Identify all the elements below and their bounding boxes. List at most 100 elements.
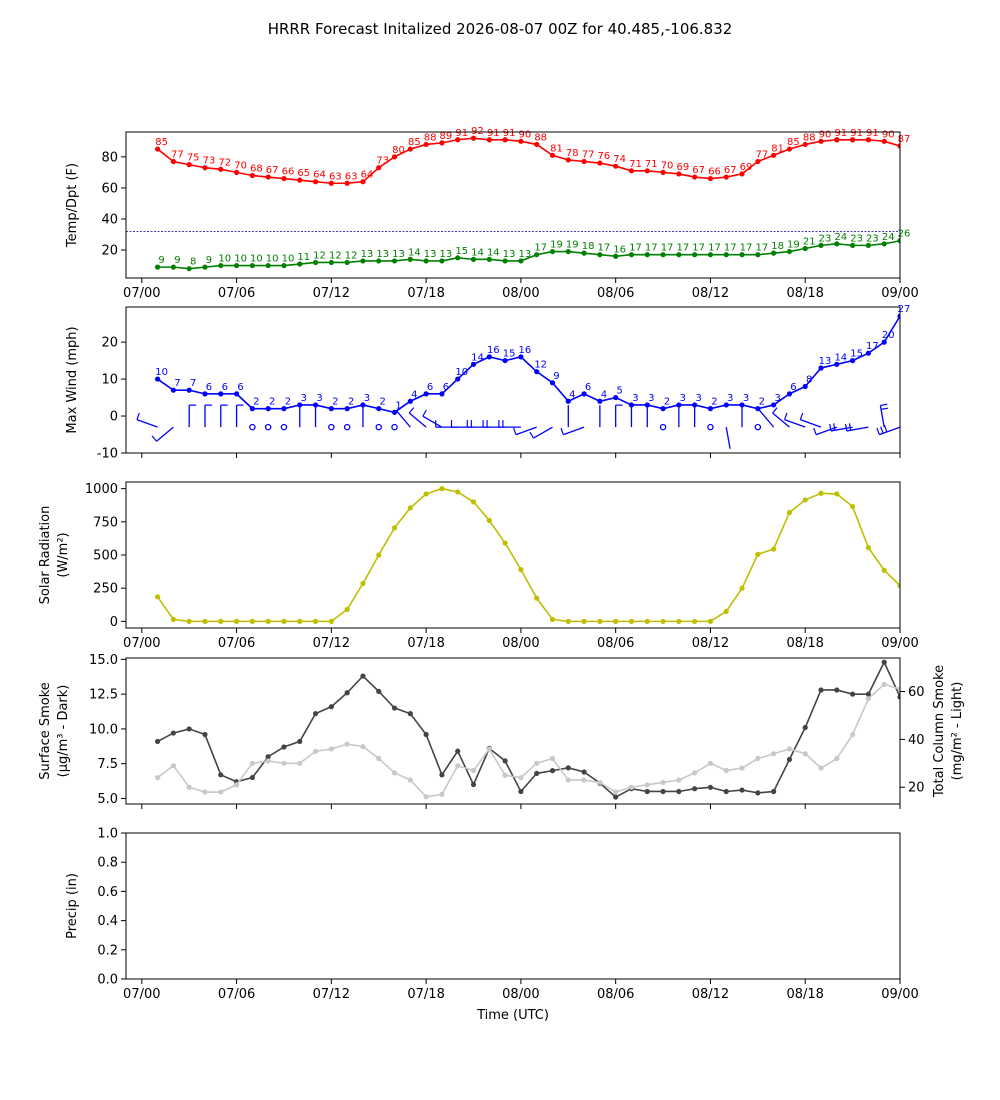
x-tick-label: 07/00 [123, 286, 160, 301]
chart-panel-1: 07/00 07/06 07/12 07/18 08/00 08/06 08/12 08/18… [65, 126, 919, 301]
data-point [660, 779, 666, 786]
x-tick-label: 07/18 [407, 987, 444, 1002]
data-point [328, 180, 334, 186]
data-point [802, 245, 808, 252]
data-label: 24 [834, 232, 847, 243]
data-label: 6 [427, 382, 433, 393]
data-point [202, 165, 208, 171]
data-point [802, 383, 808, 390]
x-tick-label: 07/00 [123, 987, 160, 1002]
data-point [644, 168, 650, 174]
data-point [802, 497, 808, 503]
data-label: 17 [755, 243, 768, 254]
data-point [850, 691, 856, 697]
wind-barb-flag [783, 412, 788, 420]
data-point [265, 758, 271, 764]
x-tick-label: 07/06 [218, 636, 255, 651]
data-point [360, 673, 366, 679]
data-label: 16 [487, 345, 500, 356]
data-label: 90 [819, 129, 832, 140]
data-point [834, 361, 840, 367]
data-point [297, 177, 303, 183]
data-point [233, 618, 240, 624]
data-point [676, 252, 682, 258]
wind-barb-flag [560, 427, 564, 435]
data-point [376, 258, 382, 264]
data-label: 69 [676, 162, 689, 173]
data-point [850, 242, 856, 248]
x-tick-label: 07/12 [313, 987, 350, 1002]
data-label: 3 [301, 393, 307, 404]
series-line-2 [157, 239, 900, 270]
series-line-2 [157, 683, 900, 798]
data-label: 9 [158, 255, 164, 266]
data-point [297, 760, 303, 766]
x-tick-label: 08/06 [597, 636, 634, 651]
data-label: 8 [190, 257, 196, 268]
wind-barb-flag [422, 409, 427, 417]
data-point [360, 580, 366, 587]
data-point [391, 705, 398, 711]
y-right-tick-label: 60 [908, 685, 925, 700]
wind-barb [136, 418, 158, 428]
data-label: 81 [550, 143, 563, 154]
data-label: 68 [250, 163, 263, 174]
y-axis-label-units: (μg/m³ - Dark) [56, 685, 71, 778]
data-point [486, 137, 492, 143]
data-point [534, 369, 540, 375]
data-point [581, 618, 587, 624]
data-label: 4 [569, 389, 575, 400]
wind-barb [533, 426, 553, 439]
wind-barb-calm [280, 423, 288, 431]
data-label: 12 [534, 360, 547, 371]
wind-barb-flag [529, 431, 534, 439]
data-point [249, 760, 255, 766]
data-label: 12 [329, 250, 342, 261]
data-label: 21 [803, 236, 816, 247]
x-tick-label: 08/18 [786, 286, 823, 301]
data-point [486, 746, 492, 752]
data-label: 77 [582, 150, 595, 161]
y-tick-label: 500 [93, 549, 118, 564]
data-point [439, 772, 445, 778]
data-point [597, 398, 603, 404]
data-point [881, 567, 887, 573]
y-tick-label: 0.2 [97, 943, 118, 958]
axes-root: 07/00 07/06 07/12 07/18 08/00 08/06 08/12 08/18… [38, 126, 965, 1023]
data-label: 23 [866, 233, 879, 244]
data-point [834, 687, 840, 693]
data-label: 10 [282, 254, 295, 265]
data-point [312, 259, 319, 266]
y-right-axis-label: Total Column Smoke [932, 665, 947, 798]
data-point [897, 238, 900, 244]
data-label: 2 [664, 397, 670, 408]
data-label: 13 [361, 249, 374, 260]
data-point [391, 409, 398, 415]
data-point [423, 141, 429, 148]
data-label: 66 [282, 167, 295, 178]
wind-barb [563, 426, 585, 436]
data-point [218, 391, 224, 397]
x-axis-label: Time (UTC) [476, 1008, 549, 1023]
data-point [786, 391, 793, 397]
data-label: 14 [408, 247, 421, 258]
data-label: 15 [503, 349, 516, 360]
data-point [771, 402, 777, 408]
data-point [455, 137, 461, 143]
data-label: 88 [424, 132, 437, 143]
data-label: 17 [740, 243, 753, 254]
data-point [265, 174, 271, 180]
x-tick-label: 08/00 [502, 286, 539, 301]
data-point [865, 691, 872, 697]
data-point [881, 138, 887, 144]
data-point [218, 789, 224, 795]
data-label: 91 [455, 128, 468, 139]
wind-barb-calm [707, 423, 714, 431]
x-tick-label: 07/00 [123, 636, 160, 651]
chart-panel-4: 5.0 7.5 10.0 12.5 15.0 20 40 60 Surface Smoke (μg… [38, 653, 965, 809]
y-right-tick-label: 20 [908, 781, 925, 796]
data-point [344, 259, 350, 266]
data-point [202, 391, 208, 397]
data-point [186, 726, 192, 732]
y-tick-label: 7.5 [97, 757, 118, 772]
